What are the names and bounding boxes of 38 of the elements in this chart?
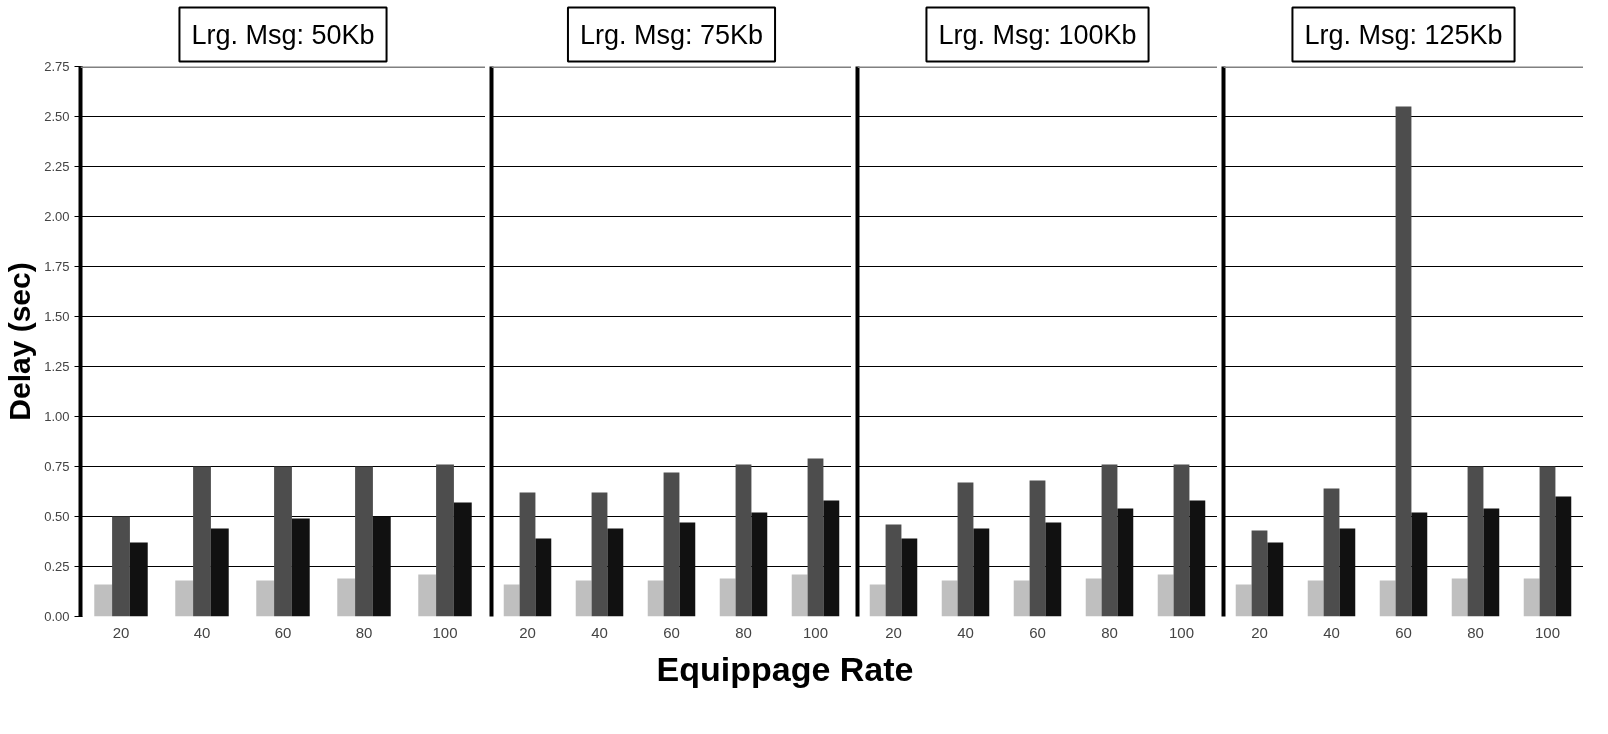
y-tick-label: 1.25 — [44, 359, 70, 374]
y-tick-label: 0.25 — [44, 559, 70, 574]
x-tick-label: 80 — [1101, 623, 1118, 641]
x-tick-label: 100 — [432, 623, 458, 641]
x-tick-label: 80 — [1467, 623, 1484, 641]
y-tick-label: 0.00 — [44, 609, 70, 624]
y-tick-label: 2.75 — [44, 59, 70, 74]
x-tick-label: 20 — [112, 623, 130, 641]
y-tick-label: 2.00 — [44, 209, 70, 224]
x-tick-label: 40 — [957, 623, 974, 641]
x-tick-label: 40 — [193, 623, 211, 641]
chart-title: Lrg. Msg: 125Kb — [1304, 19, 1503, 50]
x-axis-title: Equippage Rate — [656, 649, 914, 690]
x-tick-label: 60 — [663, 623, 680, 641]
y-axis-title: Delay (sec) — [3, 262, 37, 421]
y-tick-label: 2.50 — [44, 109, 70, 124]
chart-title: Lrg. Msg: 75Kb — [579, 19, 764, 50]
x-tick-label: 40 — [591, 623, 608, 641]
y-tick-label: 0.50 — [44, 509, 70, 524]
chart-title: Lrg. Msg: 100Kb — [938, 19, 1137, 50]
chart-title: Lrg. Msg: 50Kb — [191, 19, 375, 50]
x-tick-label: 100 — [1534, 623, 1561, 641]
y-tick-label: 1.75 — [44, 259, 70, 274]
x-tick-label: 60 — [274, 623, 292, 641]
y-tick-label: 1.50 — [44, 309, 70, 324]
x-tick-label: 20 — [1251, 623, 1268, 641]
x-tick-label: 100 — [802, 623, 829, 641]
y-tick-label: 1.00 — [44, 409, 70, 424]
x-tick-label: 80 — [735, 623, 752, 641]
x-tick-label: 40 — [1323, 623, 1340, 641]
x-tick-label: 60 — [1029, 623, 1046, 641]
x-tick-label: 60 — [1395, 623, 1412, 641]
x-tick-label: 20 — [885, 623, 902, 641]
y-tick-label: 0.75 — [44, 459, 70, 474]
x-tick-label: 80 — [355, 623, 373, 641]
x-tick-label: 100 — [1168, 623, 1195, 641]
y-tick-label: 2.25 — [44, 159, 70, 174]
x-tick-label: 20 — [519, 623, 536, 641]
